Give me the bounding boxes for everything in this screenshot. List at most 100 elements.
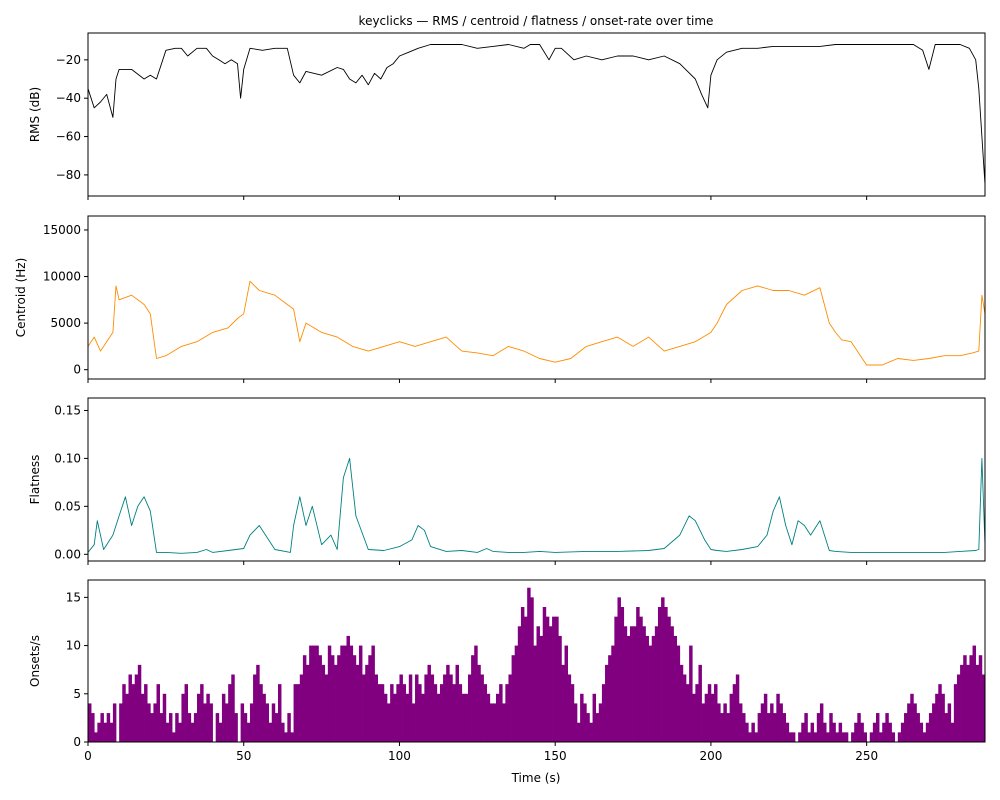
onset-bar (960, 664, 964, 742)
onset-bar (302, 655, 307, 742)
onset-bar (287, 713, 291, 742)
onset-bar (851, 732, 855, 742)
onset-bar (514, 645, 519, 742)
onset-bar (315, 645, 319, 742)
onset-bar (735, 674, 740, 742)
onset-bar (486, 693, 491, 742)
onset-bar (131, 684, 136, 742)
onset-bar (293, 684, 298, 742)
onset-bar (704, 693, 709, 742)
onset-bar (567, 674, 572, 742)
onset-bar (573, 703, 578, 742)
onset-bar (885, 713, 889, 742)
panel-data-rms (88, 44, 985, 185)
onset-bar (471, 655, 475, 742)
onset-bar (306, 664, 310, 742)
onset-bar (355, 664, 360, 742)
onset-bar (137, 664, 142, 742)
onset-bar (701, 703, 706, 742)
onset-bar (402, 684, 407, 742)
onset-bar (819, 703, 824, 742)
onset-bar (393, 693, 397, 742)
y-axis-label: RMS (dB) (28, 87, 42, 142)
onset-bar (452, 684, 456, 742)
onset-bar (776, 693, 780, 742)
onset-bar (119, 703, 123, 742)
onset-bar (925, 722, 930, 742)
panel-data-onsets (88, 587, 991, 742)
onset-bar (539, 635, 544, 742)
onset-bar (97, 722, 101, 742)
onset-bar (455, 664, 459, 742)
rms-series-line (88, 44, 985, 185)
onset-bar (950, 722, 955, 742)
onset-bar (88, 703, 92, 742)
onset-bar (499, 684, 503, 742)
onset-bar (910, 693, 914, 742)
panel-frame (87, 215, 986, 380)
onset-bar (947, 703, 952, 742)
onset-bar (352, 655, 357, 742)
onset-bar (748, 732, 752, 742)
onset-bar (243, 713, 248, 742)
onset-bar (707, 684, 712, 742)
y-tick-label: 0.00 (54, 547, 81, 561)
onset-bar (904, 713, 908, 742)
onset-bar (334, 664, 338, 742)
onset-bar (698, 664, 702, 742)
onset-bar (623, 626, 628, 742)
onset-bar (190, 722, 195, 742)
onset-bar (100, 713, 104, 742)
onset-bar (981, 674, 985, 742)
onset-bar (259, 684, 263, 742)
onset-bar (875, 713, 880, 742)
onset-bar (225, 703, 229, 742)
onset-bar (125, 693, 129, 742)
onset-bar (639, 616, 643, 742)
x-tick-label: 150 (544, 749, 567, 763)
onset-bar (134, 674, 139, 742)
onset-bar (162, 693, 167, 742)
onset-bar (633, 626, 637, 742)
y-axis-label: Centroid (Hz) (14, 258, 28, 338)
onset-bar (988, 655, 991, 742)
onset-bar (770, 703, 774, 742)
onset-bar (804, 713, 808, 742)
onset-bar (860, 722, 864, 742)
onset-bar (215, 713, 220, 742)
onset-bar (966, 664, 970, 742)
onset-bar (159, 713, 164, 742)
onset-bar (249, 703, 254, 742)
panel-flatness: 0.00 0.05 0.10 0.15 Flatness (28, 397, 986, 565)
onset-bar (695, 684, 699, 742)
onset-bar (399, 674, 403, 742)
onset-bar (374, 674, 379, 742)
onset-bar (383, 693, 388, 742)
onset-bar (807, 732, 811, 742)
onset-bar (268, 722, 273, 742)
onset-bar (798, 732, 802, 742)
y-tick-label: 0.10 (54, 451, 81, 465)
y-tick-label: 10000 (43, 270, 81, 284)
onset-bar (785, 722, 790, 742)
onset-bar (277, 684, 282, 742)
onset-bar (570, 684, 575, 742)
onset-bar (689, 645, 693, 742)
onset-bar (978, 655, 983, 742)
onset-bar (626, 635, 631, 742)
onset-bar (377, 684, 382, 742)
onset-bar (418, 684, 422, 742)
y-tick-label: −20 (56, 53, 81, 67)
y-tick-label: 0.05 (54, 499, 81, 513)
onset-bar (614, 616, 618, 742)
onset-bar (284, 732, 288, 742)
onset-bar (362, 674, 366, 742)
onset-bar (922, 732, 927, 742)
onset-bar (346, 635, 350, 742)
onset-bar (564, 645, 568, 742)
onset-bar (829, 713, 833, 742)
onset-bar (548, 626, 553, 742)
onset-bar (732, 684, 737, 742)
onset-bar (480, 674, 484, 742)
